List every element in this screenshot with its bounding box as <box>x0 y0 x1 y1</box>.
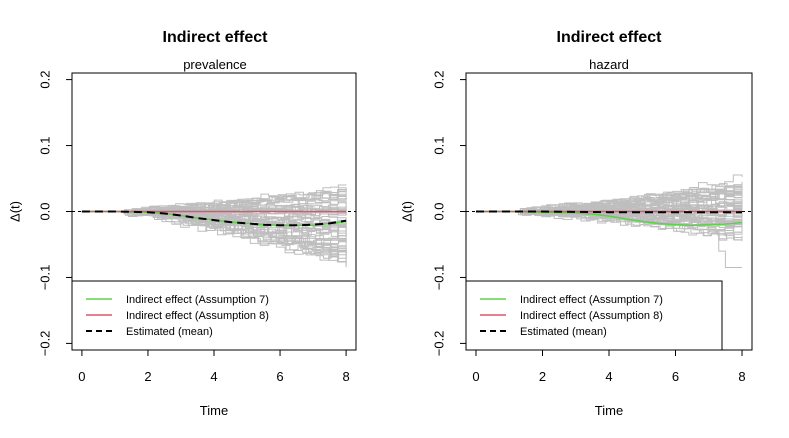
x-tick-label: 6 <box>276 369 283 384</box>
y-tick-label: −0.2 <box>37 331 52 357</box>
x-tick-label: 0 <box>78 369 85 384</box>
chart-subtitle: prevalence <box>183 57 247 72</box>
x-tick-label: 6 <box>672 369 679 384</box>
simulation-path <box>81 211 347 266</box>
y-tick-label: −0.1 <box>431 265 446 291</box>
x-tick-label: 0 <box>472 369 479 384</box>
chart-panel-hazard: Indirect effect hazard 0 2 4 6 8 Time −0.2 −0.1 0.… <box>399 29 753 418</box>
legend-box <box>465 280 723 351</box>
y-tick-label: 0.0 <box>37 202 52 220</box>
chart-panel-prevalence: Indirect effect prevalence 0 2 4 6 8 Time −0.2 −0… <box>7 29 357 418</box>
legend: Indirect effect (Assumption 7) Indirect e… <box>465 280 723 351</box>
x-tick-label: 4 <box>605 369 612 384</box>
simulation-path <box>81 184 347 214</box>
series-line-estimated-mean- <box>81 210 347 227</box>
y-tick-label: 0.1 <box>37 137 52 155</box>
x-axis-label: Time <box>595 403 623 418</box>
simulation-path <box>476 185 743 215</box>
x-tick-label: 8 <box>738 369 745 384</box>
x-tick-label: 4 <box>210 369 217 384</box>
chart-title: Indirect effect <box>557 29 663 46</box>
x-axis-label: Time <box>200 403 228 418</box>
y-tick-label: 0.2 <box>37 71 52 89</box>
x-tick-label: 2 <box>539 369 546 384</box>
chart-subtitle: hazard <box>589 57 629 72</box>
x-tick-label: 2 <box>144 369 151 384</box>
y-tick-label: −0.1 <box>37 265 52 291</box>
legend-label: Indirect effect (Assumption 7) <box>126 294 269 306</box>
y-tick-label: 0.0 <box>431 202 446 220</box>
chart-title: Indirect effect <box>163 29 269 46</box>
simulation-path <box>708 230 743 269</box>
legend-label: Estimated (mean) <box>520 326 607 338</box>
legend: Indirect effect (Assumption 7) Indirect e… <box>71 280 357 351</box>
y-axis-label: Δ(t) <box>7 201 22 222</box>
legend-label: Indirect effect (Assumption 7) <box>520 294 663 306</box>
y-tick-label: −0.2 <box>431 331 446 357</box>
legend-label: Indirect effect (Assumption 8) <box>520 310 663 322</box>
legend-label: Indirect effect (Assumption 8) <box>126 310 269 322</box>
simulation-path <box>476 189 743 213</box>
y-tick-label: 0.2 <box>431 71 446 89</box>
y-tick-label: 0.1 <box>431 137 446 155</box>
x-tick-label: 8 <box>342 369 349 384</box>
legend-label: Estimated (mean) <box>126 326 213 338</box>
simulation-paths <box>476 174 743 269</box>
y-axis-label: Δ(t) <box>399 201 414 222</box>
series-line-estimated-mean- <box>476 210 742 214</box>
legend-box <box>71 280 357 351</box>
simulation-path <box>476 174 743 213</box>
